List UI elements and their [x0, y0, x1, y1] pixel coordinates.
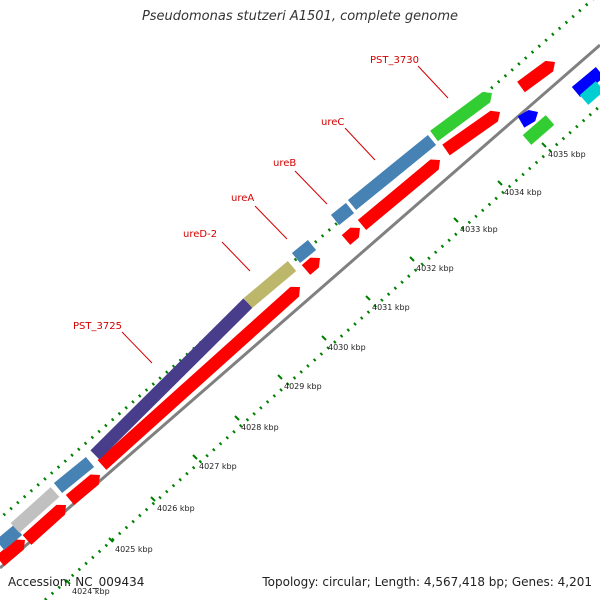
kbp-tick-label: 4029 kbp — [284, 382, 322, 391]
gene-reverse-blue[interactable] — [330, 202, 355, 226]
kbp-tick-mark — [150, 496, 156, 502]
gene-forward[interactable] — [97, 282, 305, 470]
gene-reverse-gray[interactable] — [10, 487, 60, 533]
gene-forward[interactable] — [0, 535, 29, 566]
kbp-tick-mark — [277, 374, 283, 380]
kbp-tick-mark — [453, 217, 459, 223]
kbp-tick-label: 4032 kbp — [416, 264, 454, 273]
gene-reverse-blue[interactable] — [347, 134, 437, 211]
gene-forward[interactable] — [517, 57, 559, 93]
gene-label-group[interactable]: PST_3730 — [370, 55, 449, 99]
gene-forward[interactable] — [65, 470, 104, 505]
kbp-tick-label: 4033 kbp — [460, 225, 498, 234]
gene-darkblue[interactable] — [571, 67, 600, 97]
kbp-tick-mark — [365, 295, 371, 301]
gene-reverse-khaki[interactable] — [243, 261, 297, 308]
kbp-tick-label: 4024 kbp — [72, 587, 110, 596]
backbone-line — [0, 43, 600, 570]
kbp-tick-mark — [541, 142, 547, 148]
gene-label-group[interactable]: ureC — [321, 117, 376, 161]
gene-label-group[interactable]: ureA — [231, 193, 288, 240]
topology-text: Topology: circular; Length: 4,567,418 bp… — [262, 575, 592, 589]
kbp-tick-label: 4025 kbp — [115, 545, 153, 554]
kbp-tick-mark — [192, 454, 198, 460]
kbp-tick-mark — [497, 180, 503, 186]
kbp-tick-mark — [234, 415, 240, 421]
gene-label: ureD-2 — [183, 229, 217, 240]
gene-reverse-blue[interactable] — [53, 456, 95, 494]
gene-green[interactable] — [522, 115, 555, 145]
gene-label: ureB — [273, 158, 296, 169]
genome-title: Pseudomonas stutzeri A1501, complete gen… — [141, 9, 459, 24]
kbp-tick-mark — [108, 537, 114, 543]
gene-label: ureC — [321, 117, 344, 128]
inner-dotted-ticks — [44, 104, 600, 600]
gene-forward[interactable] — [357, 155, 444, 230]
gene-forward[interactable] — [341, 223, 364, 245]
gene-reverse-blue[interactable] — [0, 525, 23, 550]
accession-text: Accession: NC_009434 — [8, 575, 145, 589]
kbp-tick-label: 4030 kbp — [328, 343, 366, 352]
kbp-tick-mark — [321, 335, 327, 341]
gene-forward[interactable] — [22, 500, 71, 545]
kbp-tick-label: 4031 kbp — [372, 303, 410, 312]
gene-label-group[interactable]: PST_3725 — [73, 321, 153, 364]
gene-forward[interactable] — [442, 107, 503, 156]
kbp-tick-label: 4035 kbp — [548, 150, 586, 159]
gene-darkblue[interactable] — [517, 106, 542, 128]
outer-dotted-ticks — [0, 0, 595, 521]
gene-reverse-purple[interactable] — [90, 298, 253, 460]
kbp-tick-label: 4034 kbp — [504, 188, 542, 197]
gene-label: ureA — [231, 193, 254, 204]
gene-reverse-blue[interactable] — [291, 239, 317, 264]
kbp-tick-label: 4028 kbp — [241, 423, 279, 432]
kbp-tick-label: 4026 kbp — [157, 504, 195, 513]
kbp-tick-mark — [409, 256, 415, 262]
kbp-tick-mark — [65, 579, 71, 585]
gene-cyan[interactable] — [579, 81, 600, 105]
gene-label-group[interactable]: ureB — [273, 158, 328, 205]
gene-label-group[interactable]: ureD-2 — [183, 229, 251, 272]
gene-label: PST_3730 — [370, 55, 419, 66]
kbp-tick-label: 4027 kbp — [199, 462, 237, 471]
gene-green[interactable] — [430, 88, 496, 142]
gene-label: PST_3725 — [73, 321, 122, 332]
gene-forward[interactable] — [301, 253, 324, 275]
